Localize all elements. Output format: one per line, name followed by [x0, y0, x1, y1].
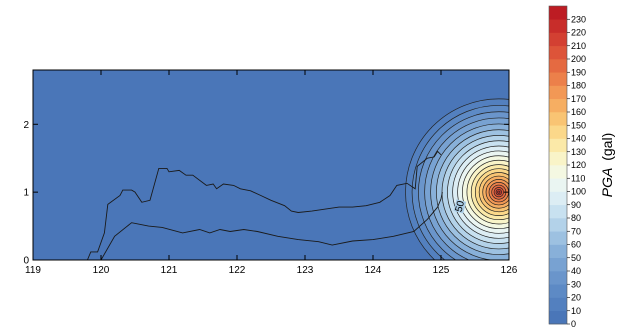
y-tick-label-2: 2 — [23, 120, 29, 131]
colorbar-segment-18 — [549, 72, 567, 86]
colorbar-segment-8 — [549, 204, 567, 219]
colorbar-tick-label-120: 120 — [571, 160, 586, 170]
x-tick-label-120: 120 — [93, 265, 110, 276]
colorbar-tick-label-150: 150 — [571, 120, 586, 130]
contour-label: 50 — [454, 199, 468, 213]
colorbar-tick-label-60: 60 — [571, 240, 581, 250]
colorbar-tick-label-130: 130 — [571, 147, 586, 157]
colorbar-segment-10 — [549, 178, 567, 192]
colorbar-tick-label-40: 40 — [571, 266, 581, 276]
contour-label-background — [453, 199, 467, 214]
colorbar-tick-label-140: 140 — [571, 134, 586, 144]
colorbar-segment-15 — [549, 112, 567, 126]
contour-220 — [497, 190, 501, 194]
colorbar-label: PGA (gal) — [599, 133, 615, 197]
colorbar-segment-5 — [549, 244, 567, 259]
y-tick-label-0: 0 — [23, 256, 29, 267]
colorbar-segment-12 — [549, 151, 567, 166]
x-tick-label-121: 121 — [161, 265, 178, 276]
contour-lines — [405, 98, 509, 260]
colorbar-segment-14 — [549, 125, 567, 139]
colorbar-segment-2 — [549, 284, 567, 298]
y-tick-label-1: 1 — [23, 188, 29, 199]
colorbar-tick-label-20: 20 — [571, 293, 581, 303]
colorbar-segment-11 — [549, 165, 567, 179]
colorbar-tick-label-50: 50 — [571, 253, 581, 263]
x-tick-label-119: 119 — [25, 265, 41, 276]
colorbar-segment-22 — [549, 19, 567, 33]
colorbar-tick-label-90: 90 — [571, 200, 581, 210]
colorbar: 0 10 20 30 40 50 60 70 80 90 100 110 120 130 140 150 160… — [548, 5, 586, 327]
x-tick-label-125: 125 — [433, 265, 450, 276]
plot-frame — [32, 69, 510, 261]
colorbar-tick-label-170: 170 — [571, 94, 586, 104]
coastline-outer — [73, 150, 442, 260]
x-tick-label-123: 123 — [297, 265, 314, 276]
colorbar-segment-13 — [549, 138, 567, 153]
colorbar-tick-label-180: 180 — [571, 81, 586, 91]
x-tick-label-124: 124 — [365, 265, 382, 276]
colorbar-tick-label-230: 230 — [571, 14, 586, 24]
colorbar-segment-16 — [549, 98, 567, 113]
colorbar-tick-label-190: 190 — [571, 67, 586, 77]
colorbar-segment-4 — [549, 257, 567, 272]
colorbar-label-unit: (gal) — [599, 133, 615, 161]
colorbar-tick-label-200: 200 — [571, 54, 586, 64]
colorbar-label-var: PGA — [599, 168, 615, 198]
colorbar-segment-23 — [549, 6, 567, 20]
colorbar-segment-19 — [549, 59, 567, 73]
x-tick-label-122: 122 — [229, 265, 246, 276]
colorbar-tick-label-110: 110 — [571, 173, 585, 183]
x-axis: 119 120 121 122 123 124 125 126 — [25, 70, 518, 276]
colorbar-tick-label-10: 10 — [571, 306, 581, 316]
colorbar-tick-label-220: 220 — [571, 28, 586, 38]
coastline-inner — [100, 192, 443, 260]
y-axis: 0 1 2 — [23, 120, 509, 267]
colorbar-tick-label-80: 80 — [571, 213, 581, 223]
x-tick-label-126: 126 — [501, 265, 518, 276]
colorbar-segment-1 — [549, 297, 567, 312]
colorbar-segment-3 — [549, 271, 567, 285]
colorbar-segment-17 — [549, 85, 567, 100]
colorbar-tick-label-30: 30 — [571, 279, 581, 289]
colorbar-segment-0 — [549, 310, 567, 325]
colorbar-tick-label-0: 0 — [571, 319, 576, 327]
colorbar-segment-9 — [549, 191, 567, 206]
colorbar-tick-label-160: 160 — [571, 107, 586, 117]
colorbar-segment-21 — [549, 32, 567, 47]
colorbar-segment-20 — [549, 45, 567, 60]
colorbar-tick-label-100: 100 — [571, 187, 586, 197]
colorbar-tick-label-210: 210 — [571, 41, 586, 51]
colorbar-tick-label-70: 70 — [571, 226, 581, 236]
colorbar-segment-6 — [549, 231, 567, 245]
colorbar-segment-7 — [549, 218, 567, 232]
